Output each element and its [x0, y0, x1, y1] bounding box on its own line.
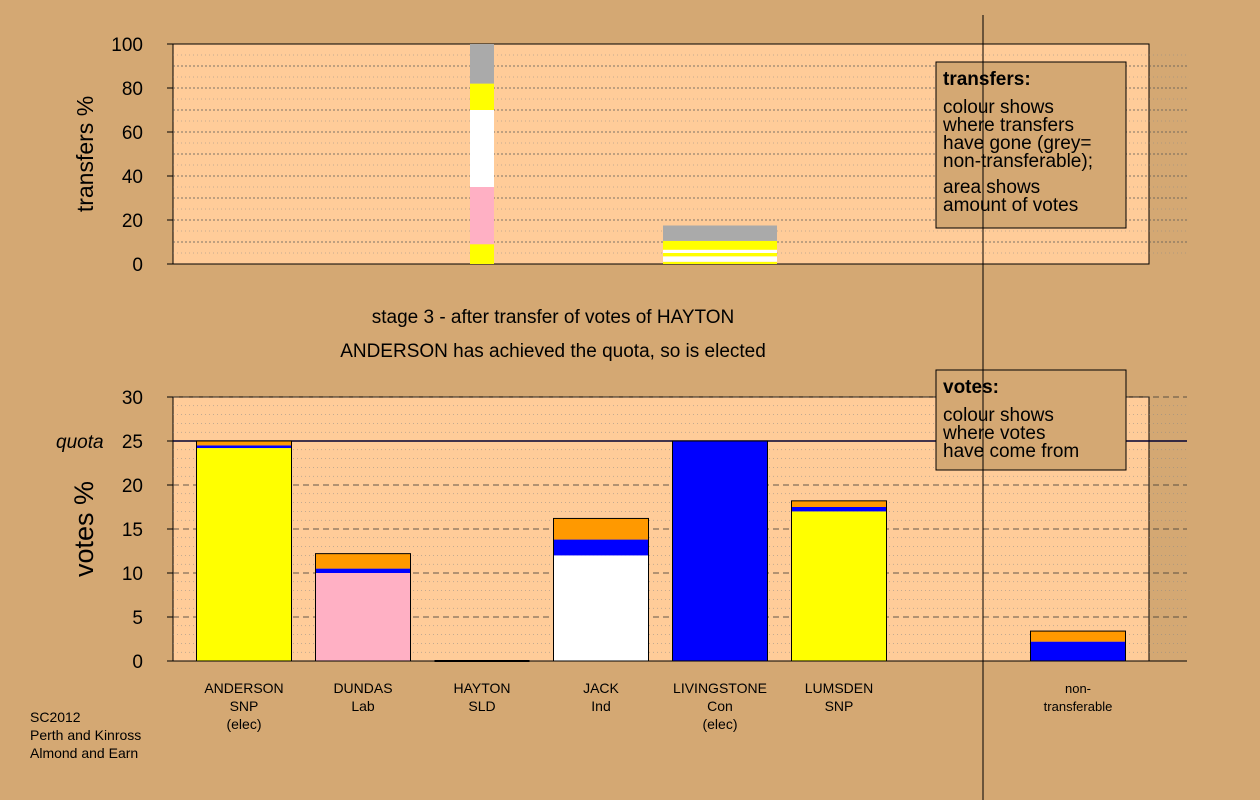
transfers-y-tick-label: 0: [132, 255, 143, 276]
votes-y-tick-label: 25: [122, 432, 143, 453]
candidate-label: LUMSDEN: [805, 680, 873, 696]
candidate-label: Lab: [351, 698, 375, 714]
transfers-legend-box: [935, 61, 1127, 229]
candidate-label: (elec): [226, 716, 261, 732]
votes-legend-title: votes:: [943, 377, 999, 398]
transfer-segment-hayton: [470, 244, 494, 264]
votes-legend-line: where votes: [942, 423, 1045, 444]
bar-nontransferable-segment: [1030, 631, 1126, 642]
bar-dundas-segment: [315, 573, 411, 661]
candidate-label: DUNDAS: [333, 680, 392, 696]
transfer-segment-livingstone: [663, 240, 777, 250]
transfer-segment-livingstone: [663, 249, 777, 253]
transfers-y-axis-label: transfers %: [72, 96, 98, 212]
footer-year: SC2012: [30, 709, 81, 725]
transfers-legend-line: have gone (grey=: [943, 133, 1091, 154]
bar-jack-segment: [553, 555, 649, 661]
votes-legend-line: colour shows: [943, 405, 1054, 426]
nontransferable-label: transferable: [1044, 699, 1113, 714]
stage-title: stage 3 - after transfer of votes of HAY…: [372, 307, 735, 328]
transfers-y-tick-label: 40: [122, 167, 143, 188]
candidate-label: Con: [707, 698, 733, 714]
candidate-label: SNP: [825, 698, 854, 714]
candidate-label: (elec): [702, 716, 737, 732]
transfers-legend-line: area shows: [943, 177, 1040, 198]
votes-legend-line: have come from: [943, 441, 1079, 462]
transfers-legend-title: transfers:: [943, 69, 1031, 90]
candidate-label: Ind: [591, 698, 610, 714]
bar-lumsden-segment: [791, 500, 887, 507]
transfers-y-tick-label: 100: [111, 35, 143, 56]
bar-jack-segment: [553, 518, 649, 540]
transfers-y-tick-label: 80: [122, 79, 143, 100]
footer-ward: Almond and Earn: [30, 745, 139, 761]
candidate-label: ANDERSON: [204, 680, 283, 696]
transfers-legend-line: colour shows: [943, 97, 1054, 118]
transfer-segment-hayton: [470, 44, 494, 84]
transfer-segment-hayton: [470, 187, 494, 245]
votes-y-tick-label: 30: [122, 388, 143, 409]
transfers-y-tick-label: 20: [122, 211, 143, 232]
transfers-y-tick-label: 60: [122, 123, 143, 144]
bar-anderson-segment: [196, 445, 292, 449]
bar-dundas-segment: [315, 568, 411, 573]
transfer-segment-hayton: [470, 83, 494, 110]
votes-y-tick-label: 10: [122, 564, 143, 585]
bar-livingstone-segment: [672, 441, 768, 661]
votes-y-axis-label: votes %: [69, 481, 99, 577]
transfer-segment-hayton: [470, 110, 494, 187]
votes-y-tick-label: 15: [122, 520, 143, 541]
votes-legend-box: [935, 369, 1127, 471]
transfer-segment-livingstone: [663, 256, 777, 262]
bar-dundas-segment: [315, 553, 411, 569]
transfers-legend-line: amount of votes: [943, 195, 1078, 216]
candidate-label: LIVINGSTONE: [673, 680, 767, 696]
bar-jack-segment: [553, 539, 649, 556]
bar-anderson-segment: [196, 448, 292, 661]
bar-nontransferable-segment: [1030, 641, 1126, 661]
bar-lumsden-segment: [791, 511, 887, 661]
transfers-legend-line: where transfers: [942, 115, 1074, 136]
nontransferable-label: non-: [1065, 681, 1091, 696]
status-subtitle: ANDERSON has achieved the quota, so is e…: [340, 341, 766, 362]
candidate-label: HAYTON: [453, 680, 510, 696]
transfers-legend-line: non-transferable);: [943, 151, 1093, 172]
votes-y-tick-label: 5: [132, 608, 143, 629]
bar-lumsden-segment: [791, 507, 887, 512]
votes-y-tick-label: 20: [122, 476, 143, 497]
candidate-label: SLD: [468, 698, 495, 714]
transfer-segment-livingstone: [663, 261, 777, 264]
votes-y-tick-label: 0: [132, 652, 143, 673]
footer: SC2012 Perth and Kinross Almond and Earn: [30, 708, 141, 762]
bar-anderson-segment: [196, 441, 292, 446]
quota-label: quota: [56, 432, 104, 453]
transfer-segment-livingstone: [663, 253, 777, 257]
transfer-segment-livingstone: [663, 225, 777, 241]
candidate-label: SNP: [230, 698, 259, 714]
footer-council: Perth and Kinross: [30, 727, 142, 743]
candidate-label: JACK: [583, 680, 619, 696]
